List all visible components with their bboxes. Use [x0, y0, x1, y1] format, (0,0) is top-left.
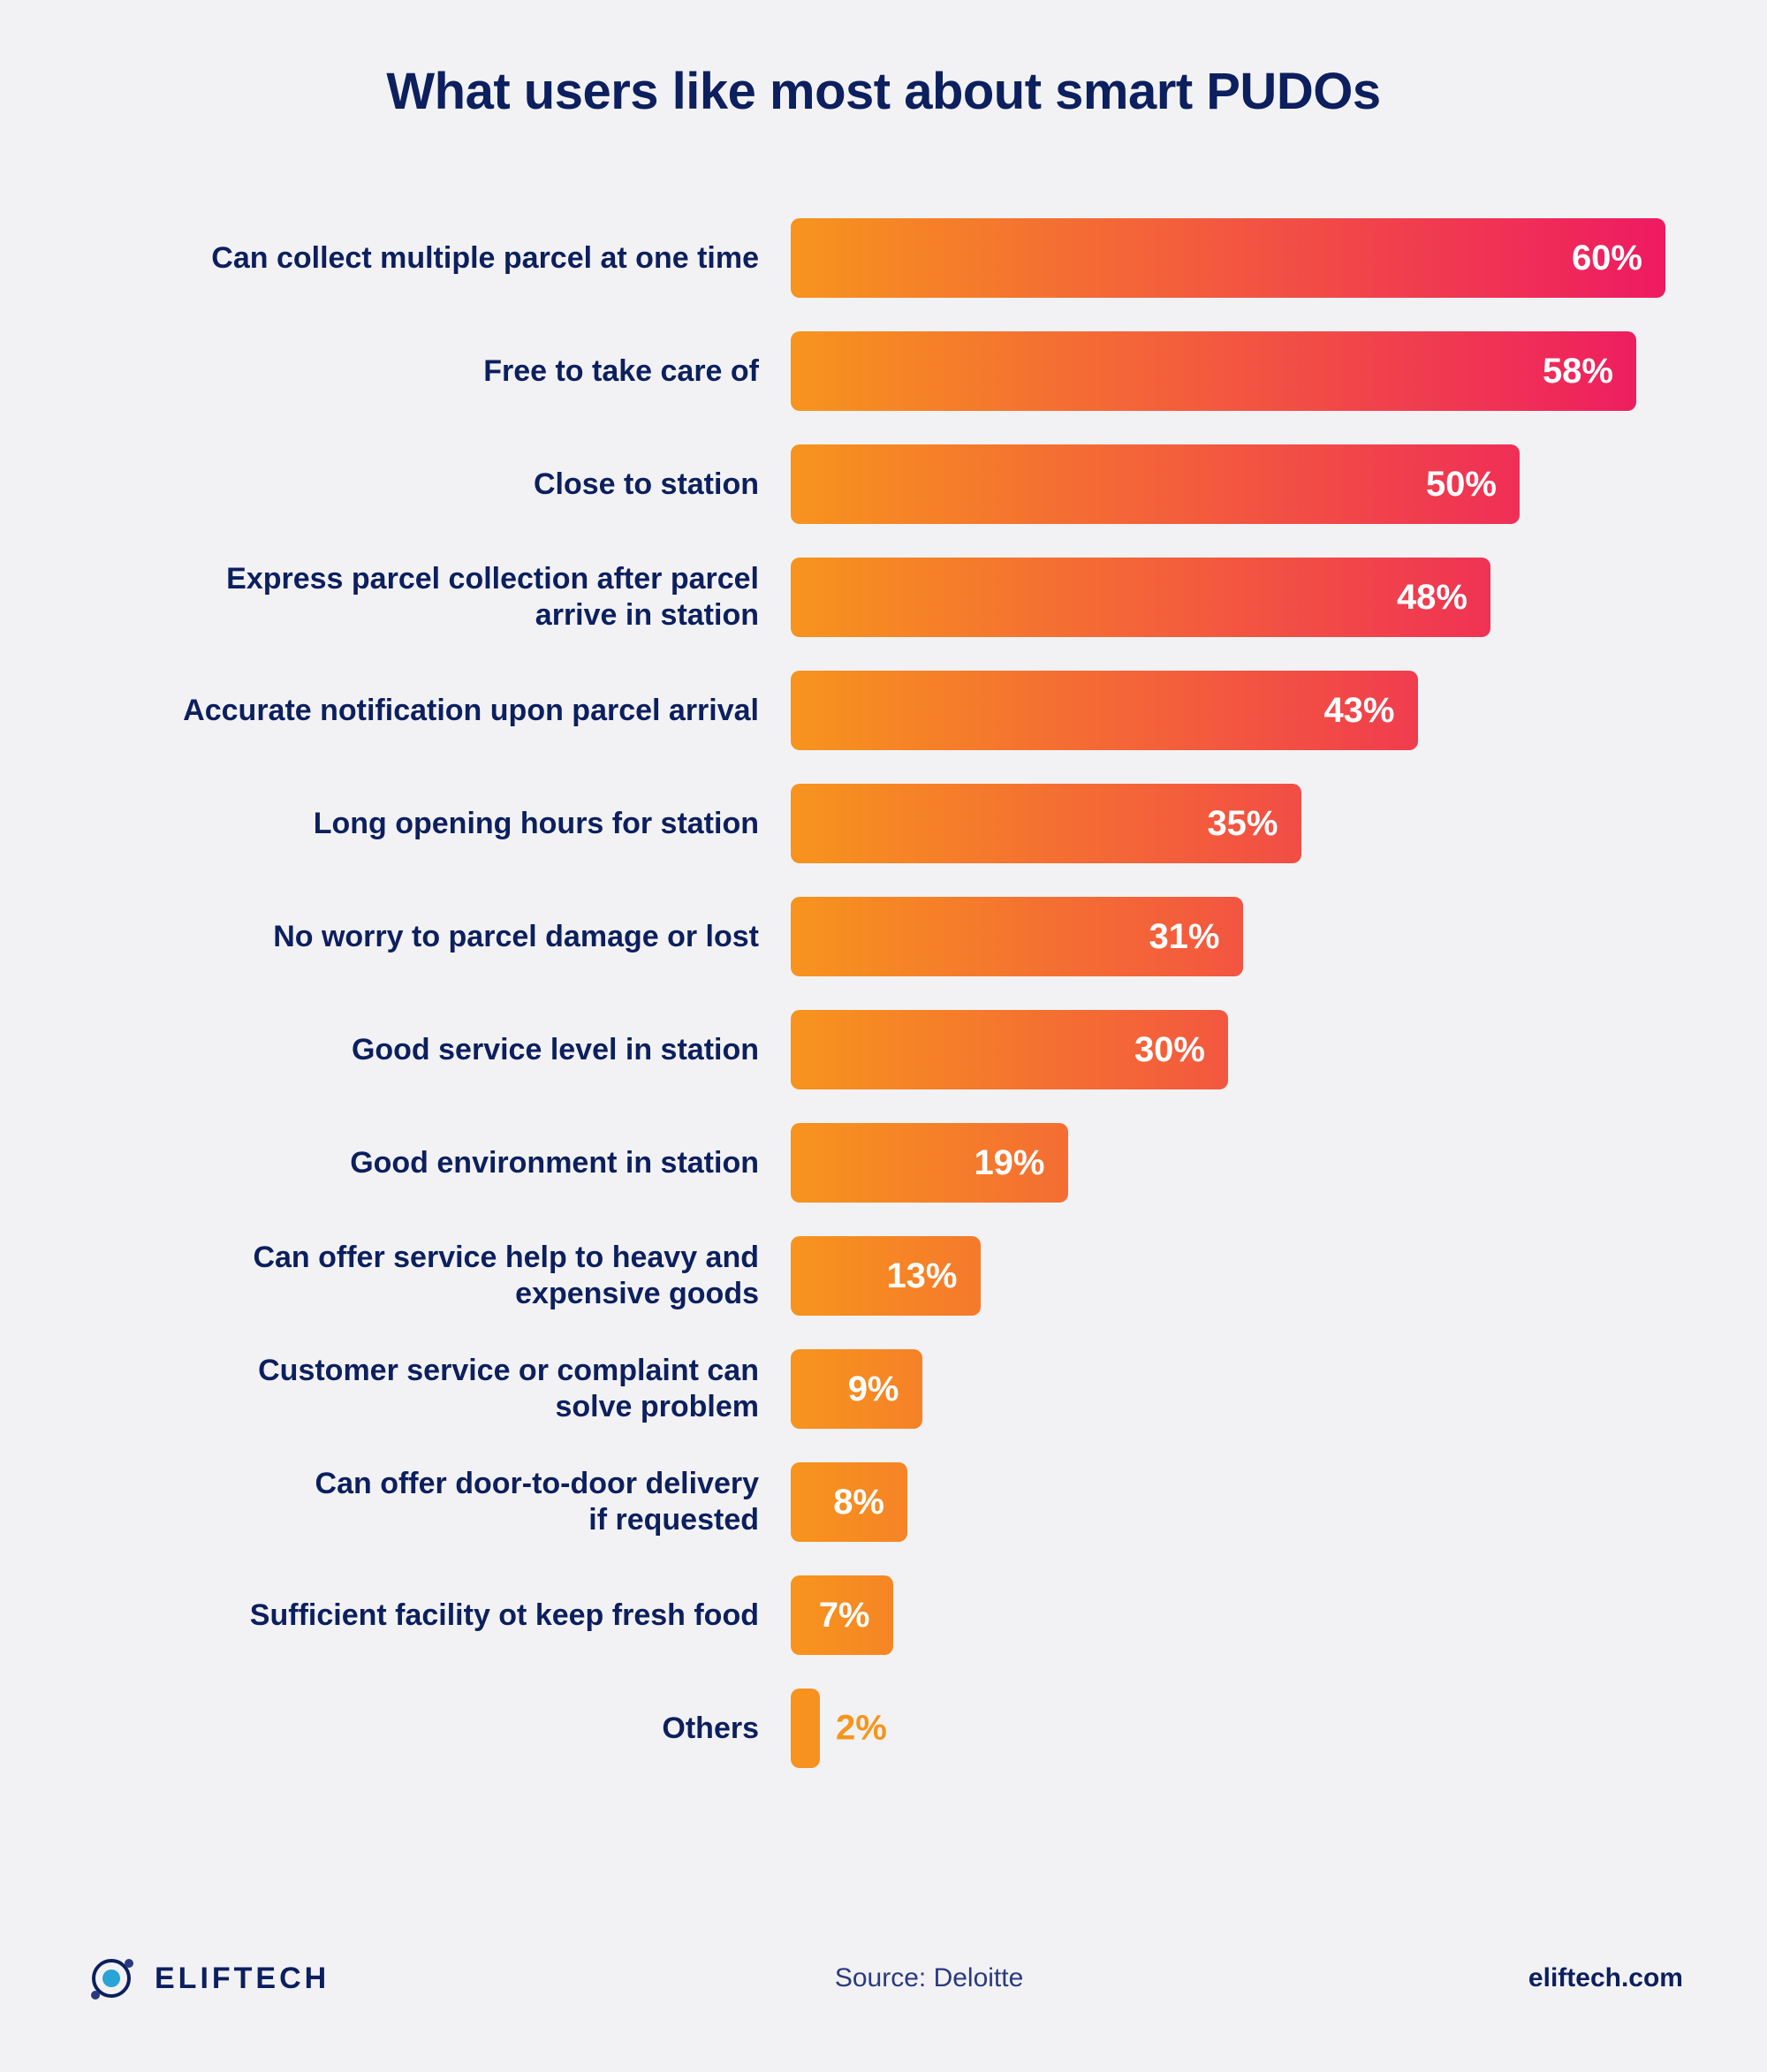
bar-track: 30%: [791, 1010, 1683, 1089]
bar: 9%: [791, 1349, 922, 1429]
bar-label: Can collect multiple parcel at one time: [84, 240, 791, 277]
bar-label: Long opening hours for station: [84, 806, 791, 842]
bar-track: 35%: [791, 784, 1683, 863]
bar: 30%: [791, 1010, 1228, 1089]
chart-row: Good service level in station 30%: [84, 1010, 1683, 1089]
source-text: Source: Deloitte: [835, 1963, 1023, 1993]
bar: 43%: [791, 671, 1418, 750]
bar-value: 58%: [1543, 352, 1613, 391]
bar-value: 8%: [833, 1483, 884, 1522]
bar-label: Good service level in station: [84, 1032, 791, 1068]
bar-value: 31%: [1149, 917, 1219, 957]
brand: ELIFTECH: [84, 1951, 330, 2006]
footer: ELIFTECH Source: Deloitte eliftech.com: [84, 1951, 1683, 2006]
bar: 48%: [791, 558, 1490, 637]
chart-row: Good environment in station 19%: [84, 1123, 1683, 1203]
bar-track: 60%: [791, 218, 1683, 298]
bar-label: Good environment in station: [84, 1145, 791, 1181]
chart-row: Close to station 50%: [84, 444, 1683, 524]
bar: 19%: [791, 1123, 1068, 1203]
bar-value: 13%: [886, 1256, 957, 1296]
chart-row: Express parcel collection after parcel a…: [84, 558, 1683, 637]
chart-title: What users like most about smart PUDOs: [84, 62, 1683, 121]
bar-label: Can offer service help to heavy and expe…: [84, 1240, 791, 1312]
site-url: eliftech.com: [1528, 1963, 1683, 1993]
bar-track: 2%: [791, 1689, 1683, 1768]
chart-row: Customer service or complaint can solve …: [84, 1349, 1683, 1429]
chart-row: No worry to parcel damage or lost 31%: [84, 897, 1683, 976]
bar-track: 43%: [791, 671, 1683, 750]
chart-row: Can collect multiple parcel at one time 6…: [84, 218, 1683, 298]
bar: 31%: [791, 897, 1243, 976]
bar-track: 9%: [791, 1349, 1683, 1429]
brand-logo-icon: [84, 1951, 139, 2006]
horizontal-bar-chart: Can collect multiple parcel at one time 6…: [84, 218, 1683, 1768]
chart-row: Accurate notification upon parcel arriva…: [84, 671, 1683, 750]
bar-label: Express parcel collection after parcel a…: [84, 561, 791, 634]
bar-track: 50%: [791, 444, 1683, 524]
bar-track: 7%: [791, 1575, 1683, 1655]
bar-label: Accurate notification upon parcel arriva…: [84, 693, 791, 729]
bar: 8%: [791, 1462, 907, 1542]
chart-row: Sufficient facility ot keep fresh food 7%: [84, 1575, 1683, 1655]
bar-label: Sufficient facility ot keep fresh food: [84, 1598, 791, 1634]
bar-value: 35%: [1207, 804, 1278, 844]
bar-label: Close to station: [84, 467, 791, 503]
bar-value: 9%: [848, 1370, 899, 1409]
bar: 60%: [791, 218, 1665, 298]
bar-value: 43%: [1323, 691, 1394, 731]
bar: 58%: [791, 331, 1636, 411]
bar-track: 8%: [791, 1462, 1683, 1542]
bar-label: Customer service or complaint can solve …: [84, 1353, 791, 1425]
bar-label: Can offer door-to-door delivery if reque…: [84, 1466, 791, 1538]
bar-value: 7%: [819, 1596, 870, 1636]
bar-value: 60%: [1572, 239, 1642, 278]
bar-label: Free to take care of: [84, 353, 791, 390]
bar-value: 48%: [1397, 578, 1467, 618]
chart-row: Free to take care of 58%: [84, 331, 1683, 411]
chart-row: Others 2%: [84, 1689, 1683, 1768]
bar-value: 19%: [974, 1143, 1044, 1183]
chart-row: Can offer service help to heavy and expe…: [84, 1236, 1683, 1316]
bar-value: 30%: [1134, 1030, 1205, 1070]
bar-value: 2%: [836, 1709, 887, 1749]
bar-track: 31%: [791, 897, 1683, 976]
chart-row: Can offer door-to-door delivery if reque…: [84, 1462, 1683, 1542]
chart-row: Long opening hours for station 35%: [84, 784, 1683, 863]
bar-label: No worry to parcel damage or lost: [84, 919, 791, 955]
bar: 7%: [791, 1575, 893, 1655]
bar-track: 19%: [791, 1123, 1683, 1203]
bar-label: Others: [84, 1711, 791, 1747]
bar: 13%: [791, 1236, 981, 1316]
bar: [791, 1689, 820, 1768]
bar-track: 48%: [791, 558, 1683, 637]
bar: 50%: [791, 444, 1520, 524]
bar-track: 13%: [791, 1236, 1683, 1316]
bar-value: 50%: [1426, 465, 1497, 505]
bar: 35%: [791, 784, 1301, 863]
bar-track: 58%: [791, 331, 1683, 411]
brand-name: ELIFTECH: [155, 1962, 330, 1996]
